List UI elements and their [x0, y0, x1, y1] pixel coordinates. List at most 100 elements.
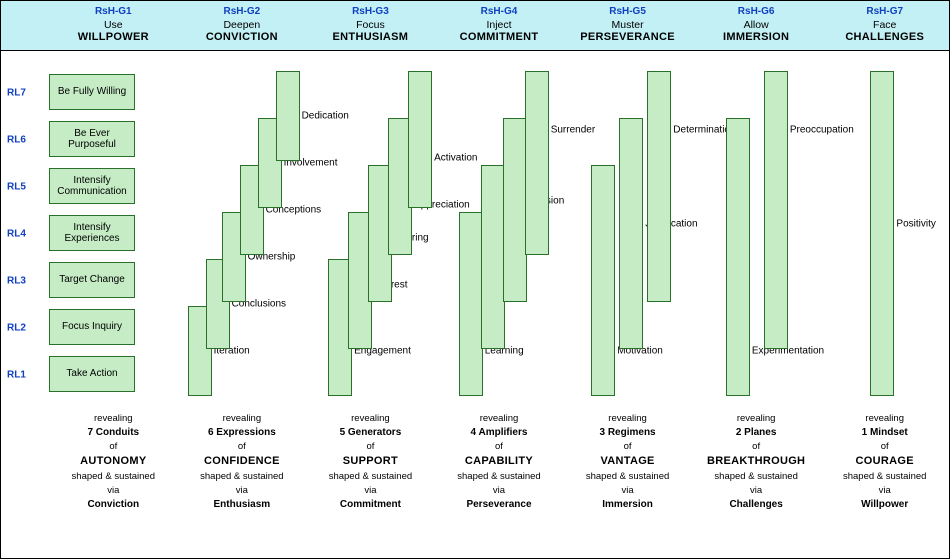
rl-label: RL2: [7, 322, 26, 333]
bar: [764, 71, 788, 349]
bottom-count: 4 Amplifiers: [437, 426, 562, 441]
chart-area: RL7 RL6 RL5 RL4 RL3 RL2 RL1 Be Fully WillingBe…: [1, 51, 949, 408]
header-code: RsH-G7: [822, 6, 947, 17]
header-line1: Inject: [437, 19, 562, 31]
bottom-shaped: shaped & sustained: [694, 470, 819, 484]
rl-label-column: RL7 RL6 RL5 RL4 RL3 RL2 RL1: [1, 51, 49, 408]
bar: [459, 212, 483, 396]
chart-col-g1: Be Fully WillingBe Ever PurposefulIntens…: [49, 51, 178, 408]
bar: [525, 71, 549, 255]
chart-col-g5: MotivationJustificationDetermination: [563, 51, 692, 408]
rl-box: Target Change: [49, 262, 135, 298]
bottom-of: of: [565, 440, 690, 454]
bottom-via: via: [308, 484, 433, 498]
bottom-caps: VANTAGE: [565, 454, 690, 470]
bottom-caps: CONFIDENCE: [180, 454, 305, 470]
header-line2: CHALLENGES: [822, 31, 947, 43]
bar: [870, 71, 894, 396]
bottom-revealing: revealing: [565, 412, 690, 426]
bottom-shaped: shaped & sustained: [822, 470, 947, 484]
header-line2: IMMERSION: [694, 31, 819, 43]
rl-label: RL5: [7, 181, 26, 192]
chart-col-g2: IterationConclusionsOwnershipConceptions…: [178, 51, 307, 408]
header-code: RsH-G5: [565, 6, 690, 17]
bottom-end: Willpower: [822, 498, 947, 513]
header-line2: CONVICTION: [180, 31, 305, 43]
bottom-cell-g7: revealing 1 Mindset of COURAGE shaped & …: [820, 408, 949, 522]
chart-col-g7: Positivity: [820, 51, 949, 408]
header-line2: PERSEVERANCE: [565, 31, 690, 43]
bottom-cell-g5: revealing 3 Regimens of VANTAGE shaped &…: [563, 408, 692, 522]
bottom-shaped: shaped & sustained: [51, 470, 176, 484]
bottom-caps: BREAKTHROUGH: [694, 454, 819, 470]
bar-label: Conclusions: [206, 299, 286, 310]
bottom-revealing: revealing: [308, 412, 433, 426]
bottom-via: via: [437, 484, 562, 498]
bottom-of: of: [180, 440, 305, 454]
header-line1: Face: [822, 19, 947, 31]
bottom-via: via: [694, 484, 819, 498]
bottom-end: Commitment: [308, 498, 433, 513]
header-line1: Deepen: [180, 19, 305, 31]
rl-box: Focus Inquiry: [49, 309, 135, 345]
rl-box: Intensify Experiences: [49, 215, 135, 251]
bottom-of: of: [822, 440, 947, 454]
header-code: RsH-G4: [437, 6, 562, 17]
rl-label: RL7: [7, 87, 26, 98]
bottom-via: via: [822, 484, 947, 498]
bottom-spacer: [1, 408, 49, 522]
header-cell-g7: RsH-G7 Face CHALLENGES: [820, 1, 949, 50]
bottom-caps: COURAGE: [822, 454, 947, 470]
chart-col-g3: EngagementInterestSharingAppreciationAct…: [306, 51, 435, 408]
bottom-revealing: revealing: [51, 412, 176, 426]
bottom-shaped: shaped & sustained: [180, 470, 305, 484]
header-line2: ENTHUSIASM: [308, 31, 433, 43]
header-cell-g4: RsH-G4 Inject COMMITMENT: [435, 1, 564, 50]
header-line2: WILLPOWER: [51, 31, 176, 43]
bottom-cell-g2: revealing 6 Expressions of CONFIDENCE sh…: [178, 408, 307, 522]
rl-box: Be Fully Willing: [49, 74, 135, 110]
bottom-caps: AUTONOMY: [51, 454, 176, 470]
bottom-count: 5 Generators: [308, 426, 433, 441]
rl-box: Take Action: [49, 356, 135, 392]
bottom-count: 7 Conduits: [51, 426, 176, 441]
bottom-count: 2 Planes: [694, 426, 819, 441]
bar: [619, 118, 643, 349]
header-cell-g5: RsH-G5 Muster PERSEVERANCE: [563, 1, 692, 50]
bottom-end: Challenges: [694, 498, 819, 513]
rl-label: RL6: [7, 134, 26, 145]
header-spacer: [1, 1, 49, 50]
bar: [503, 118, 527, 302]
header-line1: Muster: [565, 19, 690, 31]
bar: [647, 71, 671, 302]
bottom-row: revealing 7 Conduits of AUTONOMY shaped …: [1, 408, 949, 522]
bottom-shaped: shaped & sustained: [437, 470, 562, 484]
bottom-end: Perseverance: [437, 498, 562, 513]
bottom-cell-g1: revealing 7 Conduits of AUTONOMY shaped …: [49, 408, 178, 522]
bottom-count: 1 Mindset: [822, 426, 947, 441]
bottom-via: via: [565, 484, 690, 498]
header-line2: COMMITMENT: [437, 31, 562, 43]
bottom-of: of: [694, 440, 819, 454]
bottom-end: Enthusiasm: [180, 498, 305, 513]
chart-col-g4: LearningPlayPassionSurrender: [435, 51, 564, 408]
header-cell-g6: RsH-G6 Allow IMMERSION: [692, 1, 821, 50]
bottom-revealing: revealing: [822, 412, 947, 426]
bottom-via: via: [51, 484, 176, 498]
header-line1: Use: [51, 19, 176, 31]
bottom-revealing: revealing: [180, 412, 305, 426]
diagram-root: RsH-G1 Use WILLPOWER RsH-G2 Deepen CONVI…: [0, 0, 950, 559]
header-cell-g1: RsH-G1 Use WILLPOWER: [49, 1, 178, 50]
bottom-end: Conviction: [51, 498, 176, 513]
header-row: RsH-G1 Use WILLPOWER RsH-G2 Deepen CONVI…: [1, 1, 949, 51]
bottom-end: Immersion: [565, 498, 690, 513]
bottom-of: of: [308, 440, 433, 454]
chart-col-g6: ExperimentationPreoccupation: [692, 51, 821, 408]
rl-label: RL3: [7, 275, 26, 286]
bottom-caps: CAPABILITY: [437, 454, 562, 470]
bar-label: Positivity: [870, 219, 935, 230]
rl-label: RL1: [7, 369, 26, 380]
bottom-revealing: revealing: [694, 412, 819, 426]
bar: [408, 71, 432, 208]
rl-label: RL4: [7, 228, 26, 239]
